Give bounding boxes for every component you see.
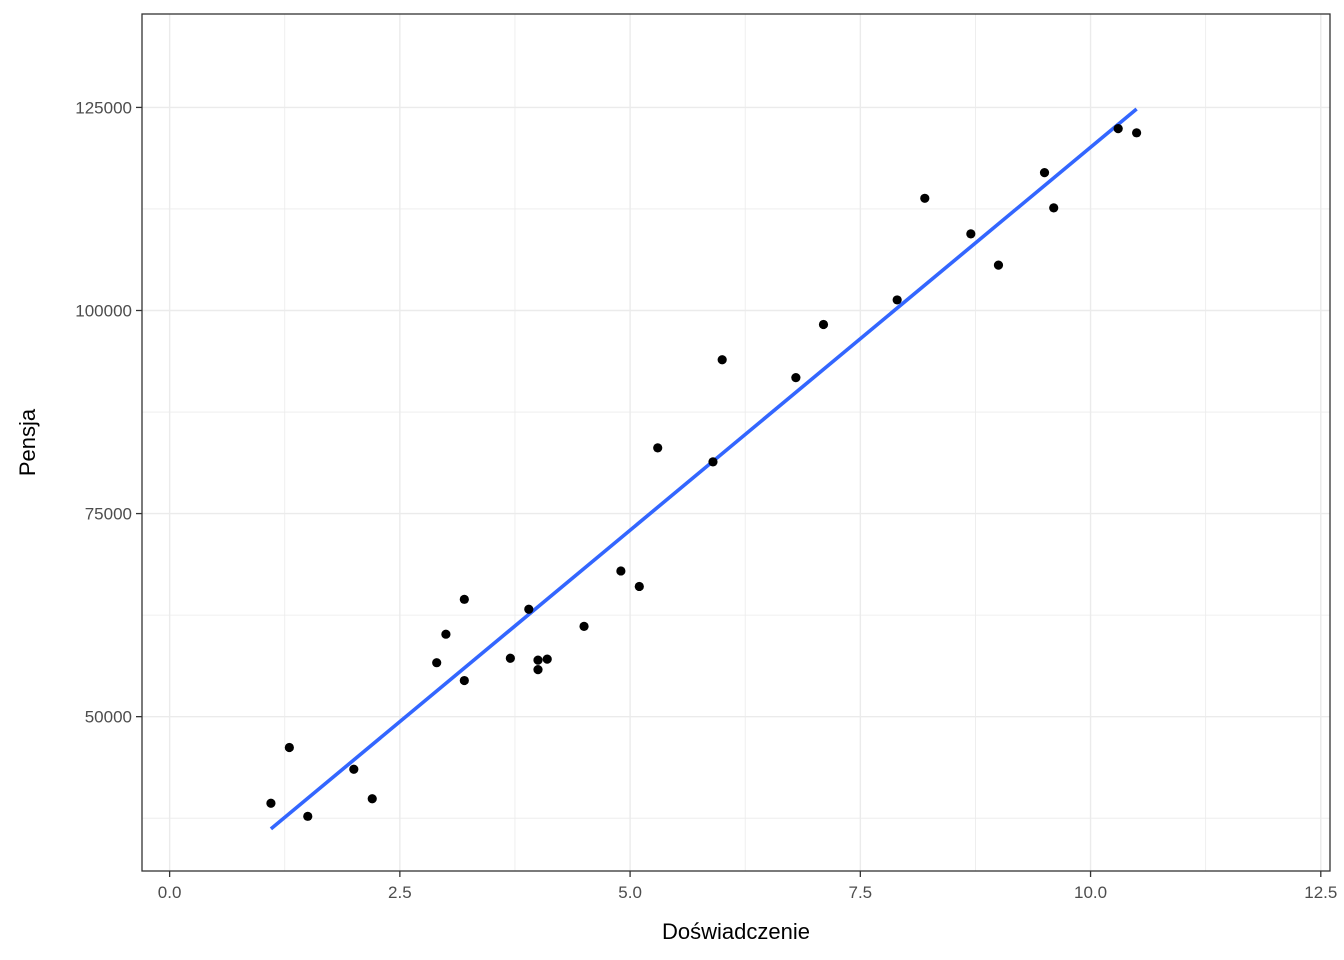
- data-point: [505, 653, 515, 663]
- data-point: [1113, 124, 1123, 134]
- major-gridlines: [142, 14, 1330, 871]
- panel-border: [141, 13, 1331, 872]
- data-point: [616, 566, 626, 576]
- minor-gridlines: [142, 14, 1330, 871]
- data-point: [791, 373, 801, 383]
- y-tick-label: 100000: [75, 301, 132, 320]
- data-point: [1039, 168, 1050, 178]
- data-point: [349, 764, 359, 774]
- data-point: [441, 629, 451, 639]
- data-point: [367, 794, 377, 804]
- x-axis: 0.0 2.5 5.0 7.5 10.0 12.5: [158, 871, 1337, 902]
- data-point: [524, 604, 534, 614]
- x-tick-label: 5.0: [618, 883, 642, 902]
- data-point: [892, 295, 902, 305]
- regression-line: [269, 107, 1138, 831]
- data-point: [432, 658, 442, 668]
- data-point: [459, 594, 469, 604]
- data-point: [634, 581, 644, 592]
- data-point: [1132, 128, 1142, 138]
- data-point: [708, 457, 718, 467]
- x-tick-label: 10.0: [1074, 883, 1107, 902]
- y-axis-title: Pensja: [15, 408, 40, 476]
- data-point: [533, 655, 543, 665]
- data-point: [459, 675, 469, 686]
- data-point: [542, 654, 552, 664]
- data-points: [266, 124, 1142, 821]
- y-tick-label: 75000: [85, 505, 132, 524]
- data-point: [1049, 203, 1059, 213]
- y-tick-label: 50000: [85, 708, 132, 727]
- data-point: [579, 621, 589, 632]
- x-tick-label: 2.5: [388, 883, 412, 902]
- data-point: [533, 664, 543, 675]
- x-tick-label: 7.5: [849, 883, 873, 902]
- x-tick-label: 12.5: [1304, 883, 1337, 902]
- x-tick-label: 0.0: [158, 883, 182, 902]
- regression-line-layer: [269, 107, 1138, 831]
- data-point: [653, 443, 663, 453]
- data-point: [818, 319, 829, 330]
- data-point: [284, 742, 294, 753]
- data-point: [966, 229, 976, 239]
- data-point: [993, 260, 1004, 270]
- data-point: [266, 798, 276, 808]
- data-point: [303, 811, 313, 821]
- x-axis-title: Doświadczenie: [662, 919, 810, 944]
- y-tick-label: 125000: [75, 98, 132, 117]
- data-point: [717, 355, 727, 365]
- y-axis: 50000 75000 100000 125000: [75, 98, 142, 727]
- data-point: [920, 193, 930, 203]
